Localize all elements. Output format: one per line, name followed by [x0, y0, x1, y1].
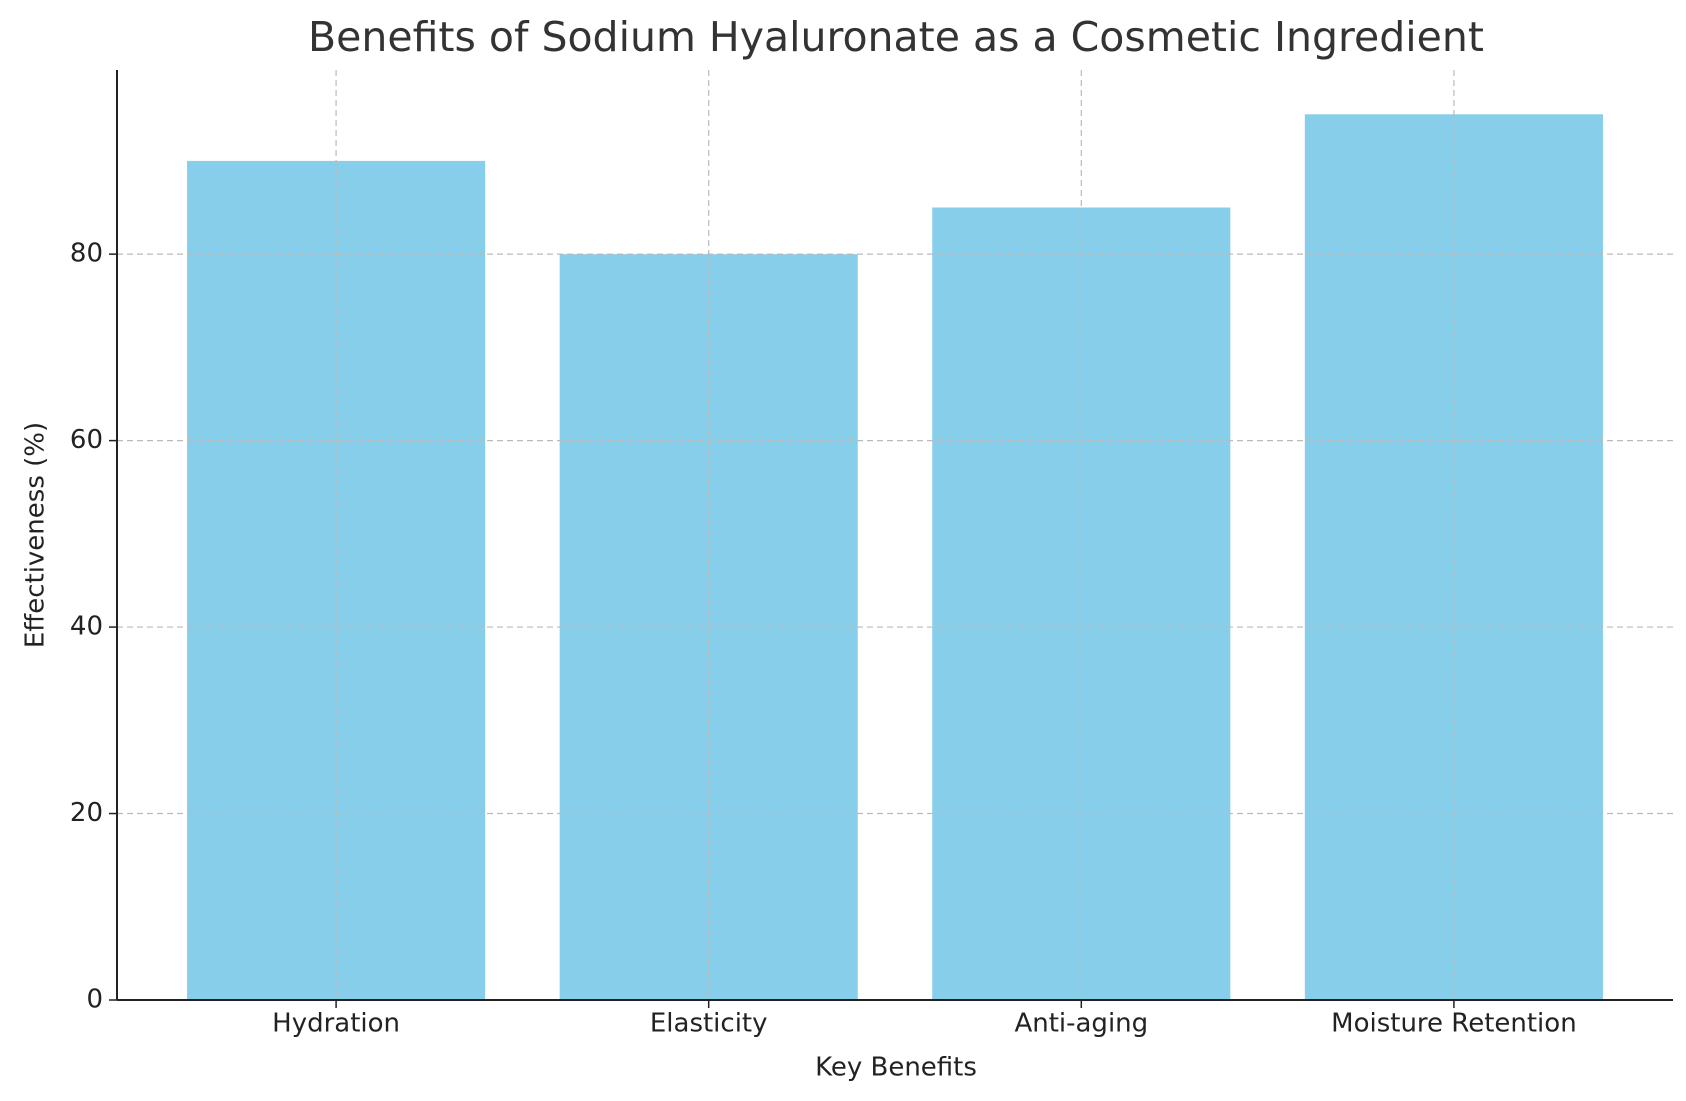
x-tick-label: Elasticity — [650, 1009, 768, 1039]
y-tick-label: 60 — [70, 425, 103, 455]
chart-title: Benefits of Sodium Hyaluronate as a Cosm… — [308, 13, 1484, 61]
x-tick-label: Moisture Retention — [1331, 1009, 1577, 1039]
y-tick-label: 80 — [70, 239, 103, 269]
bar — [1304, 114, 1603, 1001]
y-tick-label: 0 — [86, 985, 103, 1015]
x-tick-label: Anti-aging — [1014, 1009, 1148, 1039]
x-axis-label: Key Benefits — [815, 1053, 977, 1083]
y-tick-label: 40 — [70, 612, 103, 642]
y-axis-label: Effectiveness (%) — [21, 422, 51, 648]
y-tick-label: 20 — [70, 798, 103, 828]
x-tick-label: Hydration — [272, 1009, 400, 1039]
